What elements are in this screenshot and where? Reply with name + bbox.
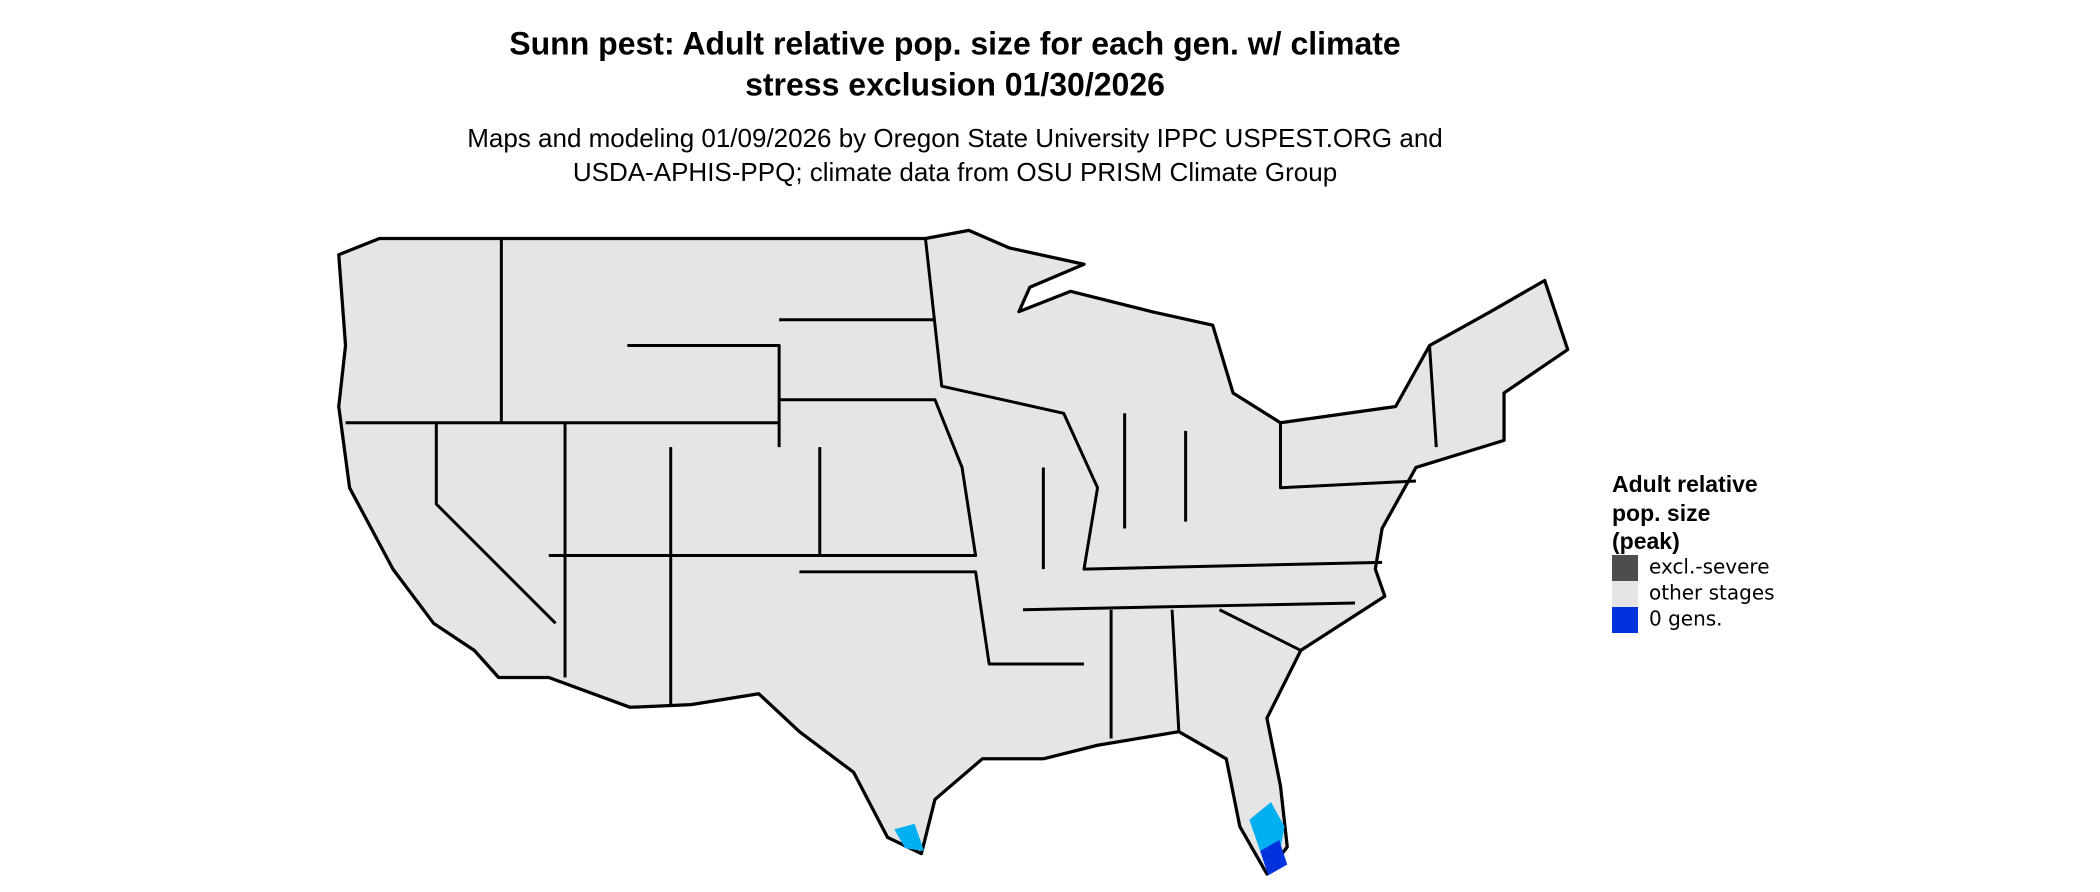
texas-tip: [894, 823, 925, 851]
title-line: stress exclusion 01/30/2026: [745, 66, 1165, 102]
legend-label: excl.-severe: [1649, 555, 1770, 579]
legend-title: pop. size: [1612, 500, 1710, 526]
legend: Adult relative pop. size (peak) excl.-se…: [1612, 471, 1775, 633]
legend-title: (peak): [1612, 528, 1680, 554]
us-outline: [337, 228, 1570, 876]
state-borders: [345, 238, 1438, 739]
legend-label: other stages: [1649, 581, 1775, 605]
legend-swatch: [1612, 607, 1638, 633]
subtitle-line: Maps and modeling 01/09/2026 by Oregon S…: [467, 123, 1443, 153]
subtitle-line: USDA-APHIS-PPQ; climate data from OSU PR…: [573, 157, 1337, 187]
legend-swatch: [1612, 581, 1638, 607]
us-map: [337, 228, 1570, 876]
title-line: Sunn pest: Adult relative pop. size for …: [509, 25, 1400, 61]
legend-title: Adult relative: [1612, 471, 1758, 497]
florida-south: [1260, 840, 1288, 876]
legend-label: 0 gens.: [1649, 607, 1723, 631]
legend-swatch: [1612, 555, 1638, 581]
